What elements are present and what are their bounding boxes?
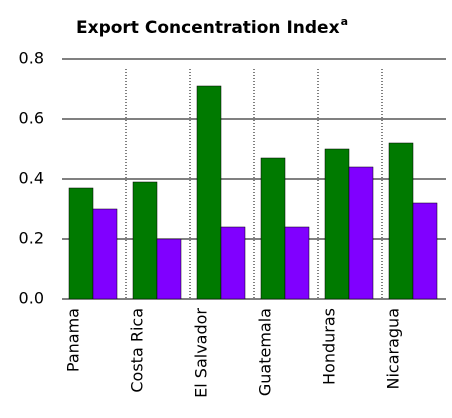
title-superscript: a bbox=[341, 15, 348, 28]
bar bbox=[196, 85, 222, 300]
bar bbox=[324, 148, 350, 300]
bar bbox=[132, 181, 158, 300]
y-tick-label: 0.6 bbox=[19, 109, 44, 128]
bar bbox=[68, 187, 94, 300]
bar bbox=[220, 226, 246, 300]
x-tick-label: El Salvador bbox=[192, 308, 211, 398]
y-tick-label: 0.2 bbox=[19, 229, 44, 248]
y-tick-label: 0.0 bbox=[19, 289, 44, 308]
x-tick-label: Costa Rica bbox=[128, 308, 147, 393]
bar bbox=[156, 238, 182, 300]
x-tick-label: Panama bbox=[64, 308, 83, 372]
bar bbox=[260, 157, 286, 300]
bar bbox=[284, 226, 310, 300]
x-tick-label: Guatemala bbox=[256, 308, 275, 396]
y-tick-label: 0.8 bbox=[19, 49, 44, 68]
bar bbox=[92, 208, 118, 300]
bar bbox=[348, 166, 374, 300]
bar bbox=[412, 202, 438, 300]
chart-title: Export Concentration Index bbox=[76, 18, 340, 38]
bar bbox=[388, 142, 414, 300]
x-tick-label: Honduras bbox=[320, 308, 339, 385]
x-tick-label: Nicaragua bbox=[384, 308, 403, 390]
y-tick-label: 0.4 bbox=[19, 169, 44, 188]
